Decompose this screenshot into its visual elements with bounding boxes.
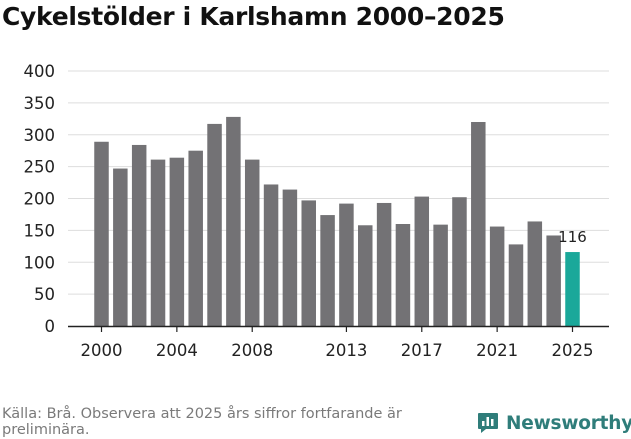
bar-2015	[376, 202, 392, 326]
bar-2001	[113, 168, 128, 326]
bar-2011	[301, 200, 316, 326]
chart-title: Cykelstölder i Karlshamn 2000–2025	[2, 2, 505, 31]
x-axis	[68, 325, 609, 332]
y-tick-label: 0	[45, 317, 56, 336]
bar-2014	[358, 225, 373, 326]
bars	[94, 116, 580, 327]
x-tick-label: 2004	[156, 341, 198, 360]
bar-2017	[414, 196, 430, 326]
y-tick-label: 250	[24, 158, 56, 177]
y-axis-tick-labels: 0 50 100 150 200 250 300 350 400	[24, 62, 56, 336]
x-axis-tick-labels: 2000 2004 2008 2013 2017 2021 2025	[81, 341, 594, 360]
bar-2004	[169, 157, 185, 326]
x-tick-label: 2025	[552, 341, 594, 360]
x-tick-label: 2017	[401, 341, 443, 360]
x-tick-label: 2013	[325, 341, 367, 360]
bar-2006	[207, 123, 222, 326]
x-tick-label: 2000	[81, 341, 123, 360]
bar-2020	[471, 122, 486, 326]
bar-chart: 0 50 100 150 200 250 300 350 400 2000 2004 2008 201…	[24, 62, 609, 360]
bar-2007	[226, 116, 241, 327]
bar-2018	[433, 224, 448, 326]
y-tick-label: 200	[24, 190, 56, 209]
logo-text: Newsworthy	[506, 412, 631, 434]
bar-2000	[94, 141, 109, 326]
bar-2023	[527, 221, 543, 326]
bar-2012	[320, 215, 335, 326]
bar-2010	[282, 189, 298, 326]
y-tick-label: 350	[24, 94, 56, 113]
newsworthy-chart-icon	[478, 413, 498, 433]
bar-2008	[244, 159, 260, 326]
y-tick-label: 400	[24, 62, 56, 81]
data-label-2025: 116	[558, 228, 587, 246]
bar-2016	[395, 224, 411, 326]
bar-2024	[546, 235, 561, 326]
x-tick-label: 2008	[231, 341, 273, 360]
bar-2021	[489, 226, 505, 326]
y-tick-label: 100	[24, 253, 56, 272]
bar-2022	[508, 244, 524, 326]
bar-2002	[131, 144, 147, 326]
bar-2013	[339, 203, 354, 326]
y-tick-label: 300	[24, 126, 56, 145]
y-tick-label: 150	[24, 221, 56, 240]
bar-2019	[452, 197, 467, 326]
data-labels: 116	[558, 228, 587, 246]
y-tick-label: 50	[34, 285, 55, 304]
source-note: Källa: Brå. Observera att 2025 års siffr…	[2, 406, 402, 438]
bar-2025	[565, 252, 580, 326]
bar-2003	[150, 159, 166, 326]
bar-2005	[188, 150, 203, 326]
x-tick-label: 2021	[476, 341, 518, 360]
bar-2009	[263, 184, 279, 326]
newsworthy-logo: Newsworthy	[476, 410, 631, 436]
